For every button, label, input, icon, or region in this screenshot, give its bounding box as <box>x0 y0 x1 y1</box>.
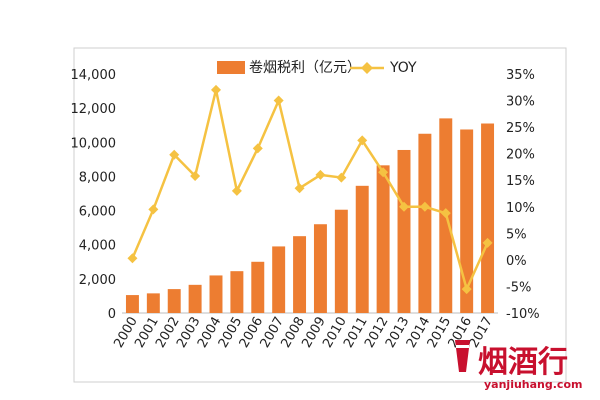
bar <box>418 133 432 313</box>
yoy-line-series <box>127 84 493 295</box>
bar <box>146 293 160 313</box>
y-right-tick-label: 30% <box>506 95 535 110</box>
yoy-point <box>482 237 493 248</box>
y-right-tick-label: -5% <box>506 280 531 295</box>
watermark-url: yanjiuhang.com <box>484 378 582 391</box>
yoy-line <box>131 88 489 291</box>
yoy-point <box>252 143 263 154</box>
bar <box>481 123 495 313</box>
right-axis: -10% -5% 0% 5% 10% 15% 20% 25% 30% 35% <box>506 68 540 322</box>
y-left-tick-label: 8,000 <box>79 170 116 185</box>
legend: 卷烟税利（亿元） YOY <box>217 60 417 76</box>
yoy-point <box>440 208 451 219</box>
y-left-tick-label: 2,000 <box>79 273 116 288</box>
yoy-point <box>336 172 347 183</box>
y-right-tick-label: 20% <box>506 148 535 163</box>
y-right-tick-label: -10% <box>506 307 540 322</box>
bar <box>125 295 139 313</box>
yoy-point <box>190 170 201 181</box>
y-left-tick-label: 4,000 <box>79 239 116 254</box>
yoy-point <box>211 84 221 95</box>
y-left-tick-label: 10,000 <box>71 136 117 151</box>
yoy-point <box>419 201 430 212</box>
yoy-point <box>357 135 368 146</box>
yoy-point <box>399 201 409 212</box>
legend-bar-swatch <box>217 61 245 74</box>
yoy-point <box>273 95 284 106</box>
y-right-tick-label: 15% <box>506 174 535 189</box>
bar <box>188 284 202 313</box>
bar <box>397 149 411 313</box>
yoy-point <box>169 149 180 160</box>
y-right-tick-label: 25% <box>506 121 535 136</box>
bar <box>460 129 474 313</box>
y-right-tick-label: 5% <box>506 227 527 242</box>
yoy-point <box>148 204 159 215</box>
chart-frame <box>73 47 567 383</box>
y-right-tick-label: 35% <box>506 68 535 83</box>
yoy-point <box>127 253 138 264</box>
watermark-cup-band <box>456 345 469 348</box>
bar <box>334 209 348 313</box>
bar <box>293 236 307 313</box>
watermark: 烟酒行 yanjiuhang.com <box>455 340 582 391</box>
y-right-tick-label: 0% <box>506 254 527 269</box>
watermark-text: 烟酒行 <box>478 345 568 380</box>
x-axis: 2000200120022003200420052006200720082009… <box>111 315 496 351</box>
bar <box>167 289 181 313</box>
yoy-point <box>461 284 472 295</box>
y-left-tick-label: 6,000 <box>79 205 116 220</box>
bar <box>251 261 265 313</box>
legend-bar-label: 卷烟税利（亿元） <box>249 60 361 76</box>
bar <box>376 165 390 313</box>
bar <box>313 224 327 313</box>
legend-line-marker <box>361 62 373 74</box>
watermark-cup-icon <box>455 340 470 372</box>
y-left-tick-label: 14,000 <box>71 68 117 83</box>
legend-line-label: YOY <box>389 60 417 76</box>
yoy-point <box>231 185 242 196</box>
bar <box>355 185 369 313</box>
bar-series <box>125 118 495 313</box>
yoy-point <box>294 183 305 194</box>
y-left-tick-label: 12,000 <box>71 102 117 117</box>
bar <box>230 271 244 313</box>
bar <box>272 246 286 313</box>
y-left-tick-label: 0 <box>108 307 116 322</box>
yoy-point <box>315 169 326 180</box>
yoy-point <box>378 167 389 178</box>
left-axis: 0 2,000 4,000 6,000 8,000 10,000 12,000 14,000 <box>71 68 117 322</box>
bar <box>209 275 223 313</box>
y-right-tick-label: 10% <box>506 201 535 216</box>
